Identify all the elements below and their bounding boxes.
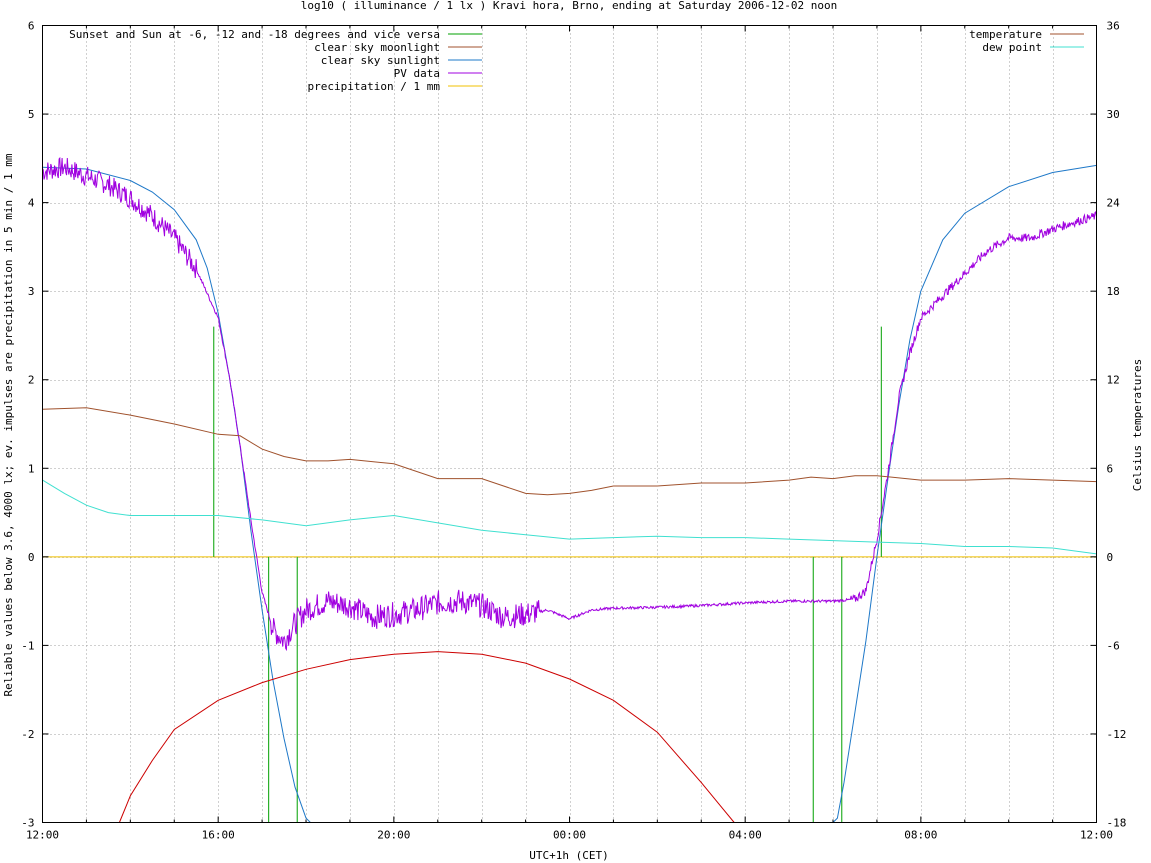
series-dew-point: [42, 479, 1097, 555]
y2-tick-label: 36: [1107, 20, 1120, 33]
x-tick-label: 12:00: [1080, 829, 1113, 842]
legend-label: Sunset and Sun at -6, -12 and -18 degree…: [69, 28, 440, 41]
y-tick-label: -1: [21, 639, 34, 652]
y2-tick-label: 12: [1107, 374, 1120, 387]
y2-tick-label: 6: [1107, 462, 1114, 475]
y2-axis-label: Celsius temperatures: [1131, 359, 1144, 491]
y-tick-label: 4: [28, 197, 35, 210]
x-tick-label: 00:00: [553, 829, 586, 842]
legend-label: clear sky sunlight: [321, 54, 440, 67]
plot-frame: [42, 25, 1097, 823]
series-clear-sky-moonlight: [118, 651, 735, 823]
y2-tick-label: 18: [1107, 285, 1120, 298]
y2-tick-label: -12: [1107, 728, 1127, 741]
y-tick-label: 2: [28, 374, 35, 387]
x-tick-label: 08:00: [904, 829, 937, 842]
y2-tick-label: -6: [1107, 639, 1120, 652]
y-tick-label: -3: [21, 817, 34, 830]
y-tick-label: -2: [21, 728, 34, 741]
legend-label: PV data: [394, 67, 440, 80]
grid-lines: [42, 25, 1097, 823]
plot-area: [42, 156, 1097, 823]
y-tick-label: 3: [28, 285, 35, 298]
x-tick-label: 04:00: [729, 829, 762, 842]
y2-tick-label: 24: [1107, 197, 1121, 210]
y-axis-label: Reliable values below 3.6, 4000 lx; ev. …: [2, 153, 15, 696]
legend-label: dew point: [982, 41, 1042, 54]
legend: Sunset and Sun at -6, -12 and -18 degree…: [69, 28, 1084, 93]
y-tick-label: 1: [28, 462, 35, 475]
y-tick-label: 6: [28, 20, 35, 33]
x-tick-label: 12:00: [26, 829, 59, 842]
legend-label: clear sky moonlight: [314, 41, 440, 54]
axis-ticks: 12:00 16:00 20:00 00:00 04:00 08:00 12:00-3-2-…: [21, 20, 1126, 842]
x-axis-label: UTC+1h (CET): [529, 849, 608, 862]
series-pv-data: [42, 156, 1097, 652]
legend-label: precipitation / 1 mm: [308, 80, 441, 93]
y2-tick-label: 0: [1107, 551, 1114, 564]
x-tick-label: 20:00: [377, 829, 410, 842]
y2-tick-label: -18: [1107, 817, 1127, 830]
x-tick-label: 16:00: [202, 829, 235, 842]
y2-tick-label: 30: [1107, 108, 1120, 121]
y-tick-label: 5: [28, 108, 35, 121]
series-temperature: [42, 407, 1097, 496]
chart-title: log10 ( illuminance / 1 lx ) Kravi hora,…: [301, 0, 837, 12]
series-clear-sky-sunlight: [42, 164, 1097, 823]
legend-label: temperature: [969, 28, 1042, 41]
y-tick-label: 0: [28, 551, 35, 564]
